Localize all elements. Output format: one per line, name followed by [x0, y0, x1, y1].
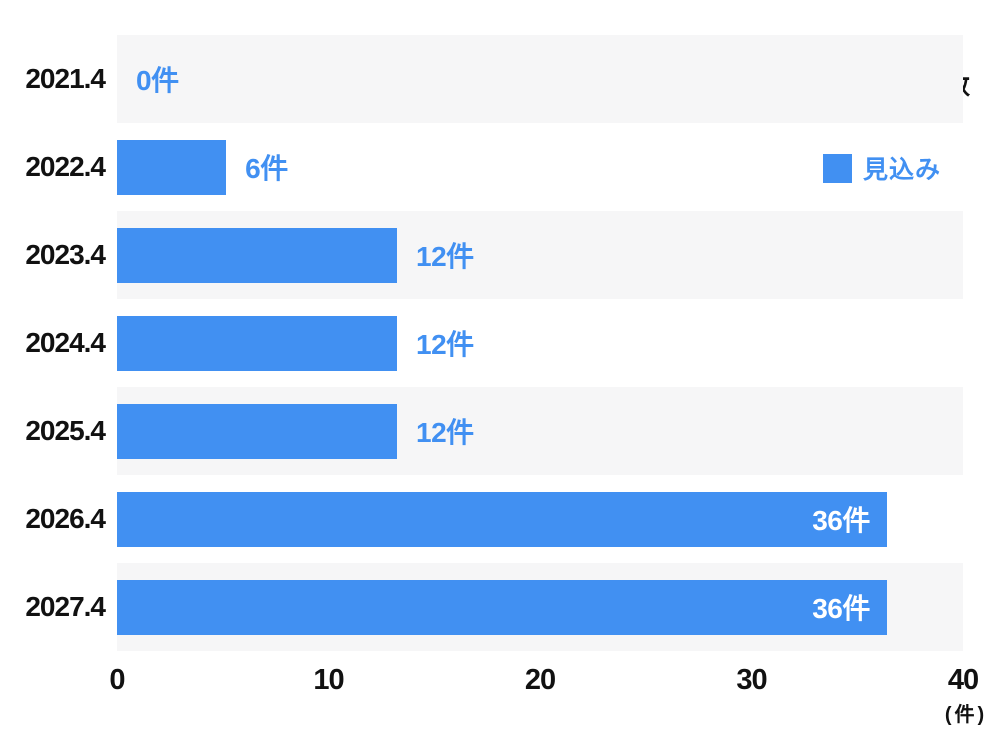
bar: 36件: [117, 579, 887, 635]
legend-label: 見込み: [863, 156, 942, 184]
chart-row: 2022.4 6件: [0, 123, 963, 211]
value-label: 36件: [812, 505, 870, 536]
category-label: 2021.4: [25, 63, 106, 94]
category-label: 2025.4: [25, 415, 106, 446]
row-band: 0件: [117, 35, 963, 123]
bar: [117, 315, 398, 371]
value-label: 0件: [136, 65, 179, 96]
bar: 36件: [117, 491, 887, 547]
row-band: 36件: [117, 563, 963, 651]
chart-row: 2027.4 36件: [0, 563, 963, 651]
x-tick-label: 20: [524, 664, 556, 696]
plot-area: 2021.4 0件 2022.4 6件 2023.4 12件 2024.4 12件 2025.4…: [0, 35, 963, 651]
category-label: 2023.4: [25, 239, 106, 270]
chart-row: 2024.4 12件: [0, 299, 963, 387]
row-band: 12件: [117, 299, 963, 387]
category-label: 2026.4: [25, 503, 106, 534]
legend-swatch-icon: [823, 153, 852, 183]
row-band: 6件: [117, 123, 963, 211]
legend: 見込み: [823, 150, 941, 186]
value-label: 12件: [416, 329, 474, 360]
chart-row: 2026.4 36件: [0, 475, 963, 563]
x-tick-label: 0: [109, 664, 125, 696]
category-label: 2022.4: [25, 151, 106, 182]
category-label: 2027.4: [25, 591, 106, 622]
bar: [117, 227, 398, 283]
x-tick-label: 30: [736, 664, 767, 696]
bar: [117, 139, 227, 195]
value-label: 36件: [812, 593, 870, 624]
chart-row: 2023.4 12件: [0, 211, 963, 299]
value-label: 6件: [245, 153, 288, 184]
x-axis-unit: (件): [944, 704, 988, 726]
chart-row: 2025.4 12件: [0, 387, 963, 475]
value-label: 12件: [416, 241, 474, 272]
category-label: 2024.4: [25, 327, 106, 358]
bar: [117, 403, 398, 459]
x-tick-label: 40: [947, 664, 979, 696]
x-axis: (件) 0 10 20 30 40: [109, 664, 984, 734]
value-label: 12件: [416, 417, 474, 448]
row-band: 12件: [117, 211, 963, 299]
row-band: 12件: [117, 387, 963, 475]
chart-row: 2021.4 0件: [0, 35, 963, 123]
row-band: 36件: [117, 475, 963, 563]
x-tick-label: 10: [313, 664, 344, 696]
